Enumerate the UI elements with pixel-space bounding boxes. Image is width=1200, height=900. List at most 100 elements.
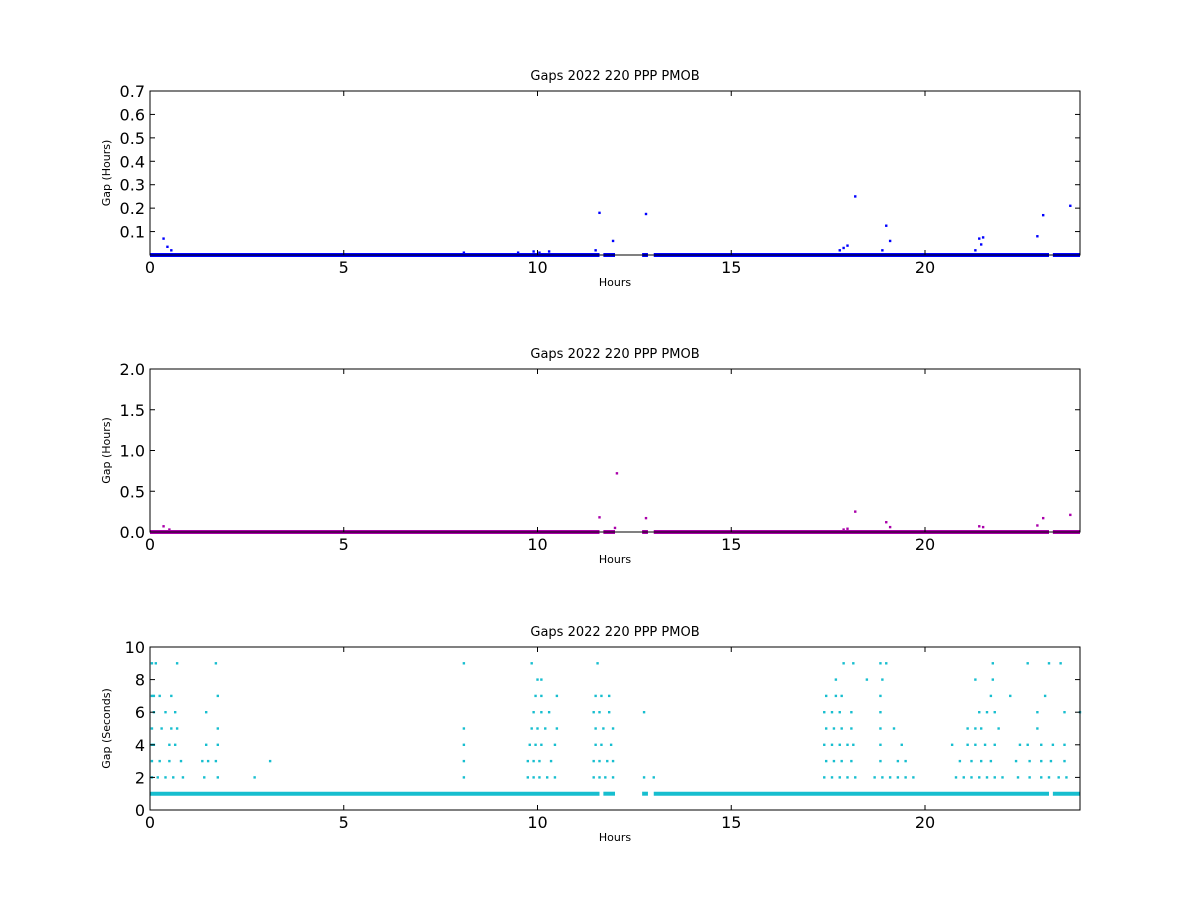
data-point [991, 662, 995, 665]
data-point [604, 776, 607, 779]
data-point [596, 662, 599, 665]
data-point [170, 249, 173, 252]
data-point [526, 776, 530, 779]
data-point [592, 759, 595, 763]
data-point [830, 711, 834, 714]
data-point [216, 727, 220, 730]
data-point [888, 239, 892, 243]
data-point [854, 776, 857, 779]
plot-area: 0 5 10 15 20 0.0 0.5 1.0 1.5 2.0 [120, 360, 1081, 554]
data-point [850, 759, 853, 763]
data-point [1040, 759, 1043, 763]
data-point [540, 678, 543, 681]
data-point [598, 759, 601, 763]
data-point [1036, 727, 1039, 730]
data-point [547, 711, 551, 714]
data-point [216, 694, 220, 698]
data-point [879, 662, 882, 665]
data-point [854, 510, 857, 513]
data-point [540, 711, 543, 714]
panel-title: Gaps 2022 220 PPP PMOB [530, 69, 699, 84]
panel-2: Gaps 2022 220 PPP PMOB Gap (Seconds) Hou… [100, 625, 1082, 844]
data-point [598, 211, 601, 215]
data-point [173, 711, 177, 714]
data-point [168, 759, 171, 763]
data-point [1026, 662, 1029, 665]
plot-frame [149, 646, 1081, 811]
data-point [830, 776, 834, 779]
data-point [1040, 776, 1043, 779]
data-point [549, 759, 553, 763]
data-point [1047, 776, 1051, 779]
panel-0: Gaps 2022 220 PPP PMOB Gap (Hours) Hours… [100, 69, 1081, 289]
data-point [834, 694, 838, 698]
data-point [1028, 776, 1031, 779]
data-point [170, 694, 173, 698]
data-point [978, 711, 981, 714]
data-point [830, 743, 834, 746]
data-point [607, 711, 611, 714]
data-point [1059, 662, 1062, 665]
data-point [900, 743, 903, 746]
data-point [644, 516, 648, 520]
y-tick-label: 0.3 [120, 176, 145, 195]
data-point [538, 759, 541, 763]
data-point [530, 662, 533, 665]
data-point [158, 759, 161, 763]
data-point [981, 525, 985, 529]
y-tick-label: 0.5 [120, 482, 145, 501]
data-point [850, 711, 853, 714]
data-point [553, 743, 557, 746]
data-point [168, 743, 171, 746]
data-point [158, 694, 161, 698]
x-tick-label: 5 [339, 535, 349, 554]
data-point [152, 694, 156, 698]
data-point [879, 694, 882, 698]
data-point [838, 743, 841, 746]
data-point [865, 678, 869, 681]
data-point [983, 743, 987, 746]
data-point [168, 528, 171, 531]
data-point [204, 743, 208, 746]
data-point [904, 776, 907, 779]
y-axis-label: Gap (Hours) [100, 140, 113, 207]
data-point [611, 727, 615, 730]
data-point [600, 743, 603, 746]
data-point [892, 727, 896, 730]
data-point [160, 727, 163, 730]
plot-frame [149, 90, 1081, 256]
data-point [985, 711, 989, 714]
x-axis-label: Hours [599, 831, 631, 844]
panel-title: Gaps 2022 220 PPP PMOB [530, 625, 699, 640]
plot-area: 0 5 10 15 20 0 2 4 6 8 10 [125, 638, 1082, 832]
data-point [962, 776, 965, 779]
data-point [1063, 711, 1066, 714]
data-point [150, 727, 154, 730]
y-tick-label: 0.6 [120, 105, 145, 124]
data-point [516, 251, 520, 254]
data-point [879, 759, 882, 763]
data-point [824, 727, 828, 730]
data-point [534, 743, 537, 746]
data-point [538, 251, 541, 254]
data-point [592, 711, 595, 714]
data-point [164, 776, 167, 779]
data-point [896, 759, 900, 763]
data-point [979, 727, 983, 730]
data-point [615, 472, 619, 475]
y-tick-label: 8 [135, 671, 145, 690]
data-point [842, 662, 845, 665]
data-point [150, 694, 154, 698]
data-point [181, 776, 185, 779]
data-point [1036, 524, 1039, 527]
data-point [823, 743, 826, 746]
data-point [462, 662, 466, 665]
data-point [970, 776, 973, 779]
data-point [852, 662, 855, 665]
data-point [978, 237, 981, 240]
data-point [974, 743, 977, 746]
panel-title: Gaps 2022 220 PPP PMOB [530, 347, 699, 362]
data-point [214, 759, 218, 763]
data-point [594, 694, 597, 698]
data-point [1063, 743, 1066, 746]
